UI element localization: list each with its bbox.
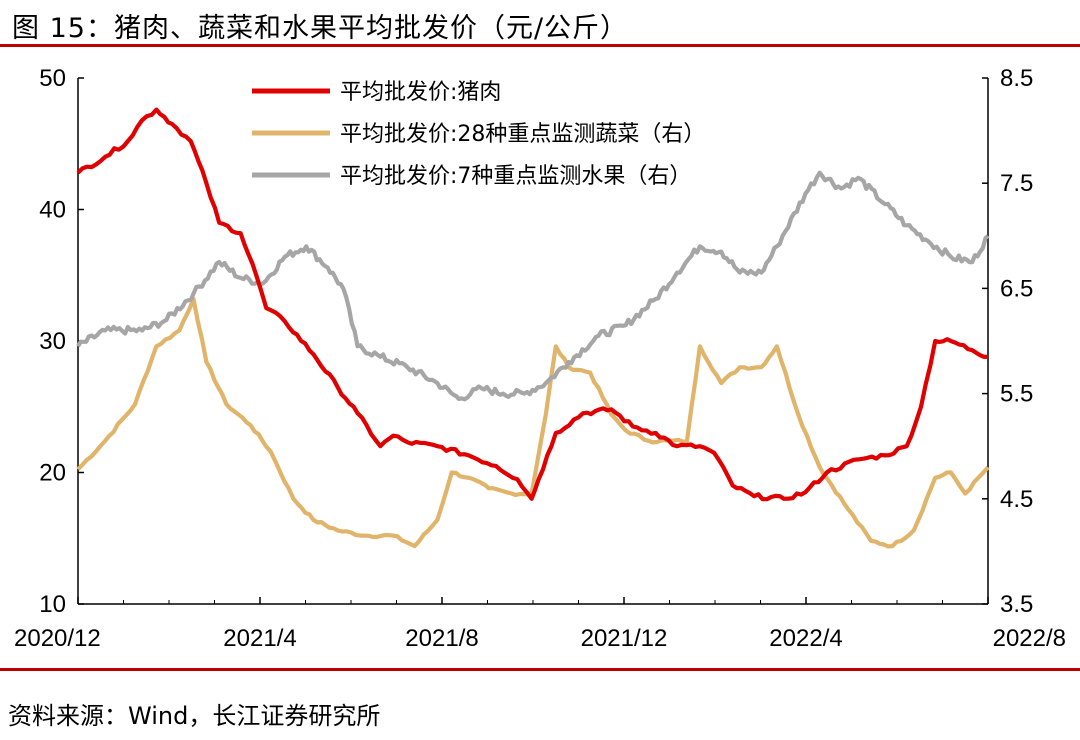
left-tick-label: 30 — [39, 328, 66, 355]
right-tick-label: 4.5 — [1000, 486, 1033, 513]
x-tick-label: 2021/8 — [405, 625, 478, 652]
series-line-pork — [76, 107, 989, 502]
right-tick-label: 7.5 — [1000, 170, 1033, 197]
right-tick-label: 3.5 — [1000, 591, 1033, 618]
x-tick-label: 2022/4 — [769, 625, 842, 652]
left-tick-label: 10 — [39, 591, 66, 618]
x-tick-label: 2021/4 — [223, 625, 296, 652]
figure-title: 图 15：猪肉、蔬菜和水果平均批发价（元/公斤） — [12, 13, 629, 44]
source-note: 资料来源：Wind，长江证券研究所 — [8, 702, 381, 730]
source-rule — [0, 668, 1080, 671]
left-tick-label: 50 — [39, 65, 66, 92]
series-layer — [76, 107, 990, 549]
legend-label-vegetables: 平均批发价:28种重点监测蔬菜（右） — [340, 122, 705, 147]
right-tick-label: 8.5 — [1000, 65, 1033, 92]
x-tick-label: 2020/12 — [14, 625, 101, 652]
legend-label-pork: 平均批发价:猪肉 — [340, 80, 501, 105]
x-tick-label: 2021/12 — [581, 625, 668, 652]
series-line-vegetables — [76, 296, 990, 549]
series-line-fruits — [76, 170, 990, 402]
x-tick-label: 2022/8 — [993, 625, 1066, 652]
title-rule — [0, 44, 1080, 47]
line-chart: 50 40 30 20 10 8.5 7.5 6.5 5.5 4.5 3.5 2020/12 2021/… — [14, 65, 1066, 652]
right-tick-label: 5.5 — [1000, 381, 1033, 408]
axes: 50 40 30 20 10 8.5 7.5 6.5 5.5 4.5 3.5 2020/12 2021/… — [14, 65, 1066, 652]
legend-label-fruits: 平均批发价:7种重点监测水果（右） — [340, 164, 691, 189]
left-tick-label: 20 — [39, 460, 66, 487]
left-tick-label: 40 — [39, 197, 66, 224]
right-tick-label: 6.5 — [1000, 275, 1033, 302]
